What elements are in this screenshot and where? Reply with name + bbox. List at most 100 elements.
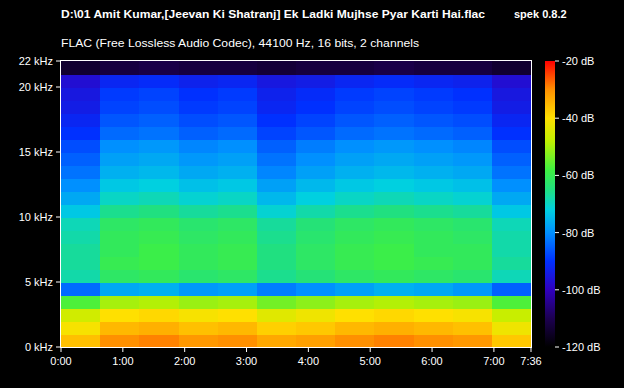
x-tick-label: 5:00 [359, 355, 380, 367]
cells [61, 61, 531, 347]
cell [492, 61, 531, 75]
cell [218, 165, 258, 179]
cell [61, 152, 101, 166]
x-tick-label: 2:00 [174, 355, 195, 367]
cell [414, 269, 454, 283]
cell [335, 126, 375, 140]
cell [218, 113, 258, 127]
cell [257, 217, 297, 231]
x-tick-label: 6:00 [421, 355, 442, 367]
cell [179, 282, 219, 296]
cell [414, 139, 454, 153]
app-version: spek 0.8.2 [514, 8, 567, 20]
cell [453, 204, 493, 218]
cell [453, 87, 493, 101]
x-tick-label: 1:00 [112, 355, 133, 367]
cell [257, 321, 297, 335]
cell [492, 165, 531, 179]
cell [61, 113, 101, 127]
cell [139, 308, 179, 322]
cell [296, 230, 336, 244]
cell [335, 243, 375, 257]
cell [374, 139, 414, 153]
cell [414, 295, 454, 309]
cell [139, 100, 179, 114]
cell [492, 321, 531, 335]
cell [179, 100, 219, 114]
cell [218, 204, 258, 218]
cell [296, 61, 336, 75]
background [0, 0, 624, 388]
cell [335, 113, 375, 127]
color-tick [555, 232, 559, 233]
cell [179, 308, 219, 322]
cell [296, 152, 336, 166]
cell [100, 295, 140, 309]
cell [257, 191, 297, 205]
cell [374, 113, 414, 127]
cell [453, 165, 493, 179]
cell [218, 243, 258, 257]
cell [218, 100, 258, 114]
cell [296, 321, 336, 335]
cell [414, 230, 454, 244]
x-tick [184, 347, 185, 352]
cell [374, 152, 414, 166]
cell [100, 308, 140, 322]
cell [335, 61, 375, 75]
cell [296, 217, 336, 231]
cell [100, 321, 140, 335]
cell [100, 139, 140, 153]
cell [335, 87, 375, 101]
x-tick-label: 0:00 [50, 355, 71, 367]
x-tick-label: 3:00 [236, 355, 257, 367]
cell [61, 61, 101, 75]
cell [257, 256, 297, 270]
cell [414, 256, 454, 270]
cell [296, 100, 336, 114]
cell [179, 321, 219, 335]
cell [257, 295, 297, 309]
cell [100, 230, 140, 244]
y-tick-label: 15 kHz [19, 146, 53, 158]
cell [453, 217, 493, 231]
cell [218, 87, 258, 101]
cell [100, 256, 140, 270]
y-tick-label: 0 kHz [25, 341, 53, 353]
cell [100, 61, 140, 75]
cell [218, 308, 258, 322]
cell [139, 295, 179, 309]
cell [61, 334, 101, 347]
cell [492, 217, 531, 231]
cell [257, 61, 297, 75]
cell [374, 126, 414, 140]
x-tick-label: 4:00 [298, 355, 319, 367]
cell [335, 321, 375, 335]
cell [61, 295, 101, 309]
cell [335, 256, 375, 270]
cell [100, 165, 140, 179]
cell [61, 165, 101, 179]
cell [179, 139, 219, 153]
cell [335, 165, 375, 179]
cell [453, 191, 493, 205]
cell [218, 321, 258, 335]
cell [139, 256, 179, 270]
cell [374, 230, 414, 244]
cell [374, 217, 414, 231]
cell [61, 139, 101, 153]
cell [374, 334, 414, 347]
cell [335, 295, 375, 309]
cell [374, 87, 414, 101]
cell [492, 74, 531, 88]
cell [100, 74, 140, 88]
cell [218, 178, 258, 192]
cell [414, 217, 454, 231]
cell [100, 152, 140, 166]
x-tick [246, 347, 247, 352]
cell [179, 230, 219, 244]
cell [335, 100, 375, 114]
cell [257, 113, 297, 127]
cell [139, 230, 179, 244]
cell [100, 204, 140, 218]
